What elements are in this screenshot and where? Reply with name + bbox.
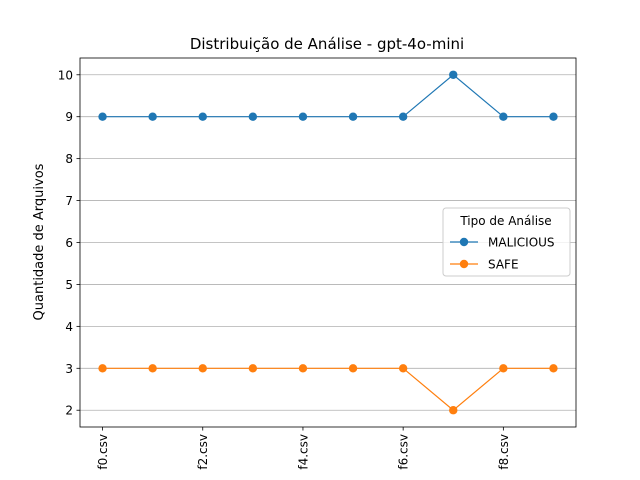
legend-box xyxy=(442,207,571,277)
series-line-malicious xyxy=(102,73,554,118)
data-point-safe xyxy=(148,364,157,373)
x-tick-label: f2.csv xyxy=(196,434,210,470)
data-point-safe xyxy=(449,406,458,415)
data-point-malicious xyxy=(348,112,358,121)
y-tick-label: 4 xyxy=(65,320,73,334)
y-tick-label: 3 xyxy=(65,362,73,376)
data-point-safe xyxy=(348,364,358,373)
legend: Tipo de Análise MALICIOUS SAFE xyxy=(442,207,571,277)
y-tick-label: 7 xyxy=(65,194,73,208)
data-point-safe xyxy=(298,364,308,373)
data-point-malicious xyxy=(298,112,308,121)
data-point-safe xyxy=(198,364,207,373)
series-group xyxy=(98,70,558,415)
data-point-malicious xyxy=(148,112,157,121)
data-point-safe xyxy=(98,364,107,373)
data-point-malicious xyxy=(398,112,408,121)
y-tick-label: 2 xyxy=(65,404,73,418)
data-point-safe xyxy=(248,364,258,373)
x-tick-label: f8.csv xyxy=(497,434,511,470)
x-tick-label: f4.csv xyxy=(296,434,310,470)
plot-frame xyxy=(79,57,577,428)
data-point-safe xyxy=(499,364,508,373)
x-axis-ticks: f0.csv f2.csv f4.csv f6.csv f8.csv xyxy=(96,427,511,470)
y-tick-label: 5 xyxy=(65,278,73,292)
y-tick-label: 10 xyxy=(58,68,73,82)
legend-label-malicious: MALICIOUS xyxy=(488,236,555,250)
y-tick-label: 6 xyxy=(65,236,73,250)
legend-marker-malicious xyxy=(459,237,469,247)
y-tick-label: 8 xyxy=(65,152,73,166)
data-point-malicious xyxy=(449,70,458,79)
chart-title: Distribuição de Análise - gpt-4o-mini xyxy=(190,35,464,53)
data-point-malicious xyxy=(549,112,558,121)
series-line-safe xyxy=(102,367,554,412)
legend-marker-safe xyxy=(459,259,469,269)
data-point-malicious xyxy=(499,112,508,121)
y-axis-label: Quantidade de Arquivos xyxy=(32,163,47,320)
legend-label-safe: SAFE xyxy=(488,258,519,272)
x-tick-label: f0.csv xyxy=(96,434,110,470)
data-point-safe xyxy=(398,364,408,373)
y-tick-label: 9 xyxy=(65,110,73,124)
data-point-malicious xyxy=(198,112,207,121)
data-point-malicious xyxy=(98,112,107,121)
x-tick-label: f6.csv xyxy=(397,434,411,470)
data-point-malicious xyxy=(248,112,258,121)
legend-title: Tipo de Análise xyxy=(459,214,551,228)
y-axis-ticks: 2 3 4 5 6 7 8 9 10 xyxy=(58,68,80,418)
data-point-safe xyxy=(549,364,558,373)
